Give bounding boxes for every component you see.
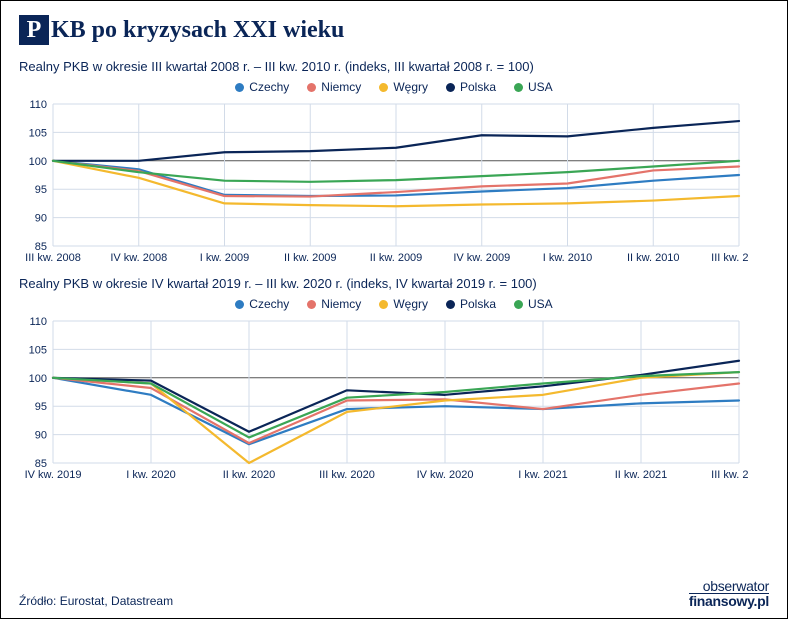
legend-label: Czechy <box>249 80 289 94</box>
chart1-legend: Czechy Niemcy Węgry Polska USA <box>19 80 769 94</box>
legend-label: Niemcy <box>321 80 361 94</box>
chart-frame: P KB po kryzysach XXI wieku Realny PKB w… <box>0 0 788 619</box>
legend-item: Węgry <box>379 80 428 94</box>
legend-item: Niemcy <box>307 80 361 94</box>
legend-item: USA <box>514 80 553 94</box>
chart1: 859095100105110III kw. 2008IV kw. 2008I … <box>19 98 769 268</box>
svg-text:III kw. 2021: III kw. 2021 <box>711 469 749 481</box>
source-text: Eurostat, Datastream <box>60 594 173 608</box>
svg-text:90: 90 <box>35 430 47 442</box>
svg-text:IV kw. 2009: IV kw. 2009 <box>453 252 510 264</box>
svg-text:100: 100 <box>29 156 47 168</box>
chart1-svg: 859095100105110III kw. 2008IV kw. 2008I … <box>19 98 749 268</box>
legend-dot <box>379 83 388 92</box>
legend-dot <box>446 83 455 92</box>
legend-dot <box>307 83 316 92</box>
svg-text:105: 105 <box>29 344 47 356</box>
svg-text:III kw. 2020: III kw. 2020 <box>319 469 375 481</box>
svg-text:95: 95 <box>35 401 47 413</box>
svg-text:105: 105 <box>29 127 47 139</box>
legend-item: Polska <box>446 80 496 94</box>
legend-label: Węgry <box>393 297 428 311</box>
svg-text:II kw. 2010: II kw. 2010 <box>627 252 680 264</box>
svg-text:I kw. 2010: I kw. 2010 <box>543 252 593 264</box>
page-title: KB po kryzysach XXI wieku <box>49 17 344 44</box>
source-label: Źródło: <box>19 594 56 608</box>
svg-text:I kw. 2020: I kw. 2020 <box>126 469 176 481</box>
legend-label: USA <box>528 297 553 311</box>
legend-item: Czechy <box>235 297 289 311</box>
chart2-legend: Czechy Niemcy Węgry Polska USA <box>19 297 769 311</box>
legend-label: USA <box>528 80 553 94</box>
source: Źródło: Eurostat, Datastream <box>19 594 173 608</box>
legend-item: Niemcy <box>307 297 361 311</box>
legend-label: Polska <box>460 80 496 94</box>
chart1-subtitle: Realny PKB w okresie III kwartał 2008 r.… <box>19 59 769 74</box>
title-row: P KB po kryzysach XXI wieku <box>19 15 769 45</box>
svg-text:100: 100 <box>29 373 47 385</box>
legend-dot <box>235 83 244 92</box>
svg-text:III kw. 2008: III kw. 2008 <box>25 252 81 264</box>
legend-dot <box>235 300 244 309</box>
logo-bottom: finansowy.pl <box>689 593 769 608</box>
legend-label: Czechy <box>249 297 289 311</box>
legend-label: Niemcy <box>321 297 361 311</box>
svg-text:IV kw. 2008: IV kw. 2008 <box>110 252 167 264</box>
svg-text:II kw. 2020: II kw. 2020 <box>223 469 276 481</box>
svg-text:II kw. 2021: II kw. 2021 <box>615 469 668 481</box>
svg-text:III kw. 2010: III kw. 2010 <box>711 252 749 264</box>
svg-text:II kw. 2009: II kw. 2009 <box>370 252 423 264</box>
svg-text:I kw. 2009: I kw. 2009 <box>200 252 250 264</box>
legend-dot <box>307 300 316 309</box>
svg-text:I kw. 2021: I kw. 2021 <box>518 469 568 481</box>
svg-text:110: 110 <box>29 316 47 328</box>
legend-dot <box>514 83 523 92</box>
chart2-svg: 859095100105110IV kw. 2019I kw. 2020II k… <box>19 315 749 485</box>
legend-item: USA <box>514 297 553 311</box>
legend-dot <box>446 300 455 309</box>
logo: obserwator finansowy.pl <box>689 579 769 608</box>
svg-text:110: 110 <box>29 99 47 111</box>
legend-item: Polska <box>446 297 496 311</box>
chart2: 859095100105110IV kw. 2019I kw. 2020II k… <box>19 315 769 485</box>
svg-text:IV kw. 2020: IV kw. 2020 <box>417 469 474 481</box>
svg-text:95: 95 <box>35 184 47 196</box>
logo-top: obserwator <box>689 579 769 593</box>
legend-item: Czechy <box>235 80 289 94</box>
footer: Źródło: Eurostat, Datastream obserwator … <box>19 579 769 608</box>
svg-text:90: 90 <box>35 213 47 225</box>
svg-text:II kw. 2009: II kw. 2009 <box>284 252 337 264</box>
legend-label: Polska <box>460 297 496 311</box>
chart2-subtitle: Realny PKB w okresie IV kwartał 2019 r. … <box>19 276 769 291</box>
legend-item: Węgry <box>379 297 428 311</box>
legend-dot <box>514 300 523 309</box>
title-prefix-box: P <box>19 15 49 45</box>
svg-text:IV kw. 2019: IV kw. 2019 <box>25 469 82 481</box>
legend-dot <box>379 300 388 309</box>
legend-label: Węgry <box>393 80 428 94</box>
